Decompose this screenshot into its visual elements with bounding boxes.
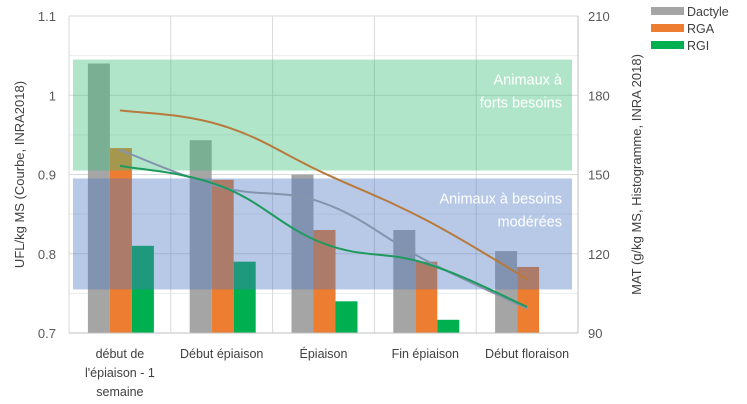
bar-rga (109, 148, 132, 333)
y-axis-label-left: UFL/kg MS (Courbe, INRA2018) (12, 81, 27, 268)
bar-rga (211, 179, 234, 333)
x-tick-label: début de (96, 347, 145, 361)
axes: 0.7 0.8 0.9 1 1.1 90 120 150 180 210 début de l'épi… (12, 9, 644, 399)
bar-dactyle (189, 140, 212, 333)
legend-swatch-rga (651, 24, 684, 32)
x-tick-label: Fin épiaison (392, 347, 459, 361)
legend-swatch-dactyle (651, 7, 684, 15)
y-axis-label-right: MAT (g/kg MS, Histogramme, INRA 2018) (629, 54, 644, 295)
curve-rga (119, 109, 528, 280)
curves (119, 109, 528, 310)
y-tick-left: 1 (49, 88, 56, 103)
band-label: Animaux à besoins (439, 191, 562, 207)
band-label: Animaux à (493, 73, 562, 89)
x-tick-label: Début floraison (485, 347, 569, 361)
band-label: modérées (498, 214, 562, 230)
bar-dactyle (393, 229, 416, 333)
x-tick-label: l'épiaison - 1 (85, 366, 155, 380)
x-tick-label: Épiaison (300, 346, 348, 361)
y-tick-right: 210 (588, 9, 610, 24)
bar-rga (313, 229, 336, 333)
gridlines (68, 15, 579, 334)
y-tick-right: 90 (588, 326, 602, 341)
band-area (73, 178, 572, 290)
legend-swatch-rgi (651, 41, 684, 49)
bands: Animaux à forts besoins Animaux à besoins m… (73, 59, 572, 290)
y-tick-right: 180 (588, 88, 610, 103)
band-label: forts besoins (480, 96, 562, 112)
y-tick-right: 150 (588, 168, 610, 183)
legend-label: RGI (687, 39, 709, 53)
y-tick-left: 0.8 (38, 247, 56, 262)
y-tick-left: 0.9 (38, 168, 56, 183)
legend-label: Dactyle (687, 5, 729, 19)
x-tick-label: Début épiaison (180, 347, 263, 361)
band-area (73, 59, 572, 171)
bar-rgi (437, 319, 460, 333)
bar-dactyle (291, 174, 314, 333)
bar-dactyle (87, 63, 110, 334)
bar-rga (517, 266, 540, 333)
bar-rgi (233, 261, 256, 333)
legend-label: RGA (687, 22, 715, 36)
bar-rgi (335, 301, 358, 333)
y-tick-left: 0.7 (38, 326, 56, 341)
legend: Dactyle RGA RGI (651, 5, 729, 53)
x-tick-label: semaine (96, 385, 143, 399)
curve-rgi (119, 164, 528, 308)
y-tick-right: 120 (588, 247, 610, 262)
bar-rga (415, 261, 438, 333)
bars (87, 63, 540, 334)
bar-rgi (131, 245, 154, 333)
y-tick-left: 1.1 (38, 9, 56, 24)
bar-dactyle (495, 251, 518, 333)
